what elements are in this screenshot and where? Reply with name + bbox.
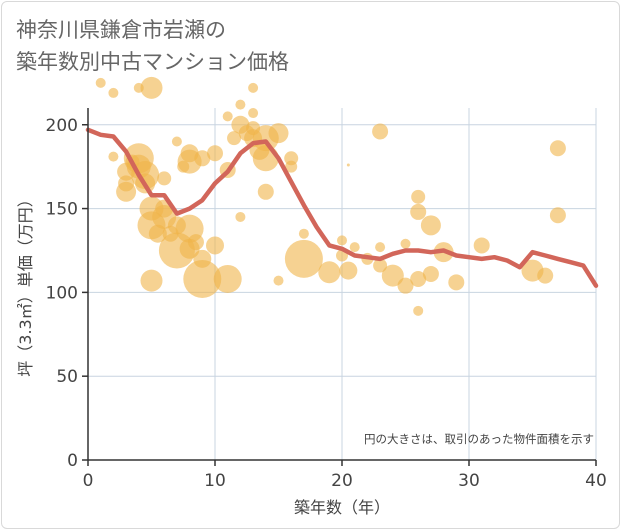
- y-tick-label: 0: [67, 451, 78, 471]
- x-tick-label: 20: [331, 471, 353, 491]
- bubble-point: [372, 123, 389, 140]
- bubble-point: [318, 261, 341, 284]
- chart-title: 神奈川県鎌倉市岩瀬の 築年数別中古マンション価格: [16, 14, 289, 78]
- bubble-point: [193, 249, 212, 268]
- bubble-point: [116, 181, 137, 202]
- bubble-point: [420, 215, 441, 236]
- grid-lines: [88, 108, 597, 460]
- bubble-point: [375, 242, 386, 253]
- bubble-point: [108, 151, 119, 162]
- bubble-point: [273, 275, 284, 286]
- bubble-point: [235, 211, 246, 222]
- x-tick-label: 0: [83, 471, 94, 491]
- bubble-series: [95, 76, 566, 316]
- bubble-point: [284, 239, 323, 278]
- bubble-point: [381, 264, 404, 287]
- bubble-point: [108, 87, 119, 98]
- x-tick-label: 30: [458, 471, 480, 491]
- bubble-point: [373, 258, 388, 273]
- bubble-point: [284, 151, 299, 166]
- bubble-point: [413, 305, 424, 316]
- bubble-point: [157, 171, 172, 186]
- y-tick-label: 100: [46, 283, 78, 303]
- x-tick-label: 10: [204, 471, 226, 491]
- bubble-point: [411, 189, 426, 204]
- bubble-point: [473, 237, 490, 254]
- bubble-point: [346, 163, 350, 167]
- trend-line: [85, 127, 599, 288]
- bubble-point: [337, 235, 347, 246]
- bubble-point: [171, 136, 182, 147]
- x-axis-ticks: 0 10 20 30 40: [83, 460, 607, 491]
- bubble-point: [222, 111, 233, 122]
- bubble-size-note: 円の大きさは、取引のあった物件面積を示す: [364, 432, 594, 446]
- bubble-point: [448, 274, 465, 291]
- y-tick-label: 200: [46, 116, 78, 136]
- y-tick-label: 50: [56, 367, 78, 387]
- bubble-point: [410, 270, 427, 287]
- bubble-point: [235, 99, 246, 110]
- bubble-point: [140, 76, 163, 99]
- bubble-point: [187, 234, 204, 251]
- y-axis-ticks: 0 50 100 150 200: [46, 116, 88, 471]
- bubble-point: [339, 261, 358, 280]
- bubble-point: [298, 228, 309, 239]
- bubble-point: [194, 150, 211, 167]
- bubble-point: [285, 160, 298, 173]
- bubble-point: [268, 123, 289, 144]
- x-tick-label: 40: [585, 471, 607, 491]
- bubble-point: [549, 140, 566, 157]
- bubble-point: [397, 277, 414, 294]
- chart-title-line-1: 神奈川県鎌倉市岩瀬の: [16, 18, 226, 42]
- bubble-point: [257, 183, 274, 200]
- y-tick-label: 150: [46, 200, 78, 220]
- bubble-point: [422, 265, 439, 282]
- bubble-point: [148, 224, 167, 243]
- bubble-point: [410, 203, 427, 220]
- x-axis-title: 築年数（年）: [294, 498, 390, 517]
- bubble-point: [95, 77, 106, 88]
- bubble-point: [349, 242, 360, 253]
- bubble-point: [140, 269, 163, 292]
- bubble-point: [248, 82, 259, 93]
- bubble-point: [183, 259, 222, 298]
- bubble-point: [537, 267, 554, 284]
- bubble-point: [213, 264, 242, 293]
- bubble-point: [549, 207, 566, 224]
- bubble-point: [400, 238, 411, 249]
- bubble-point: [248, 108, 259, 119]
- bubble-point: [207, 145, 223, 162]
- y-axis-title: 坪（3.3㎡）単価（万円）: [16, 191, 35, 376]
- chart-title-line-2: 築年数別中古マンション価格: [16, 50, 289, 74]
- bubble-point: [206, 236, 224, 255]
- bubble-point: [252, 145, 279, 172]
- bubble-point: [227, 131, 242, 146]
